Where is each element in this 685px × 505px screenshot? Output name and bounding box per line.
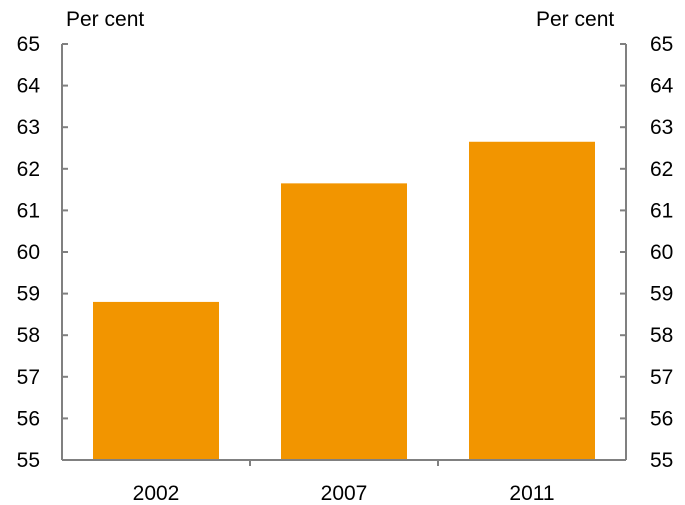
right-y-tick-label: 57 — [650, 366, 673, 389]
right-y-tick-label: 60 — [650, 241, 673, 264]
left-y-tick-label: 60 — [17, 241, 40, 264]
bar-2011 — [469, 141, 595, 460]
left-y-tick-label: 64 — [17, 75, 41, 98]
bar-2002 — [93, 301, 219, 460]
left-y-tick-label: 63 — [17, 116, 40, 139]
right-y-tick-label: 61 — [650, 199, 673, 222]
x-tick-label-2011: 2011 — [509, 482, 554, 505]
right-y-tick-label: 59 — [650, 283, 673, 306]
left-y-tick-label: 59 — [17, 283, 40, 306]
right-y-tick-label: 63 — [650, 116, 673, 139]
left-axis-unit-label: Per cent — [66, 8, 145, 31]
right-y-tick-label: 62 — [650, 158, 673, 181]
x-tick-label-2007: 2007 — [321, 482, 368, 505]
left-y-tick-label: 62 — [17, 158, 40, 181]
left-y-tick-label: 56 — [17, 407, 40, 430]
left-y-tick-label: 65 — [17, 33, 40, 56]
left-y-tick-label: 55 — [17, 449, 40, 472]
x-tick-label-2002: 2002 — [133, 482, 180, 505]
right-y-tick-label: 58 — [650, 324, 673, 347]
left-y-tick-label: 57 — [17, 366, 40, 389]
right-y-tick-label: 56 — [650, 407, 673, 430]
right-axis-unit-label: Per cent — [536, 8, 615, 31]
left-y-tick-label: 58 — [17, 324, 40, 347]
right-y-tick-label: 55 — [650, 449, 673, 472]
right-y-tick-label: 65 — [650, 33, 673, 56]
left-y-tick-label: 61 — [17, 199, 40, 222]
bar-2007 — [281, 183, 407, 461]
right-y-tick-label: 64 — [650, 75, 674, 98]
